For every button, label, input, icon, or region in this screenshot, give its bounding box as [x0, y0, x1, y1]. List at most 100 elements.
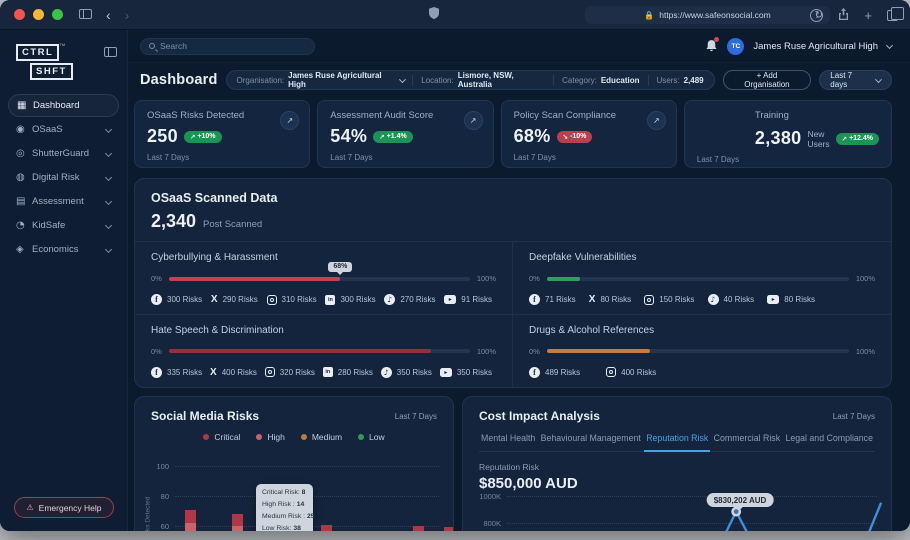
sidebar-item-dashboard[interactable]: ▦ Dashboard [8, 94, 119, 117]
platform-risk-tiktok: ♪ 40 Risks [707, 294, 754, 305]
platform-risk-x: X 80 Risks [588, 294, 632, 305]
cost-tabs: Mental Health Behavioural Management Rep… [479, 433, 875, 452]
sidebar-item-assessment[interactable]: ▤ Assessment [8, 190, 119, 213]
logo-line-2: SHFT [30, 63, 73, 80]
browser-forward-button[interactable]: › [124, 6, 130, 23]
card-value: 54% [330, 126, 368, 146]
platform-risk-instagram: 400 Risks [606, 367, 656, 378]
posts-scanned-label: Post Scanned [203, 219, 263, 230]
category-name: Hate Speech & Discrimination [151, 324, 284, 336]
bar-day-5[interactable] [444, 527, 453, 531]
emergency-help-button[interactable]: ⚠ Emergency Help [14, 497, 114, 518]
bar-day-1[interactable] [185, 510, 196, 531]
progress-fill [546, 349, 650, 353]
progress-track [546, 276, 849, 281]
sidebar-item-osaas[interactable]: ◉ OSaaS [8, 118, 119, 141]
address-bar[interactable]: 🔒 https://www.safeonsocial.com ↻ [585, 6, 830, 24]
browser-chrome: ‹ › 🔒 https://www.safeonsocial.com ↻ ↓ + [0, 0, 910, 30]
x-icon: X [588, 294, 596, 305]
close-window-button[interactable] [14, 9, 25, 20]
card-value-suffix: New Users [807, 128, 830, 149]
platform-risk-facebook: f 300 Risks [151, 294, 202, 305]
trend-badge: ↘ -10% [556, 130, 593, 143]
tab-mental-health[interactable]: Mental Health [481, 433, 536, 443]
emergency-help-label: Emergency Help [38, 502, 102, 513]
osaas-shield-icon: ◉ [16, 124, 25, 135]
instagram-icon [606, 367, 617, 377]
search-field[interactable] [160, 41, 306, 51]
page-title: Dashboard [140, 72, 218, 88]
privacy-shield-icon[interactable] [429, 7, 440, 22]
x-icon: X [210, 366, 217, 378]
trend-badge: ↗ +10% [183, 130, 222, 143]
bar-min-label: 0% [151, 346, 162, 356]
sidebar-item-economics[interactable]: ◈ Economics [8, 238, 119, 261]
open-link-icon[interactable]: ↗ [646, 111, 666, 130]
bar-day-3[interactable] [321, 525, 332, 531]
organisation-value: James Ruse Agricultural High [288, 71, 382, 89]
platform-risk-linkedin: in 280 Risks [322, 367, 373, 378]
legend-high: High [256, 432, 285, 442]
bell-icon[interactable] [705, 37, 720, 53]
chevron-down-icon[interactable] [885, 41, 894, 49]
category-label: Category: [562, 75, 597, 85]
notification-dot [714, 37, 720, 42]
bar-chart-tooltip: Critical Risk: 8 High Risk : 14 Medium R… [256, 484, 315, 531]
organisation-selector[interactable]: Organisation: James Ruse Agricultural Hi… [237, 71, 413, 89]
tab-overview-icon[interactable] [887, 6, 904, 21]
sidebar-item-digital-risk[interactable]: ◍ Digital Risk [8, 166, 119, 189]
economics-icon: ◈ [16, 244, 24, 255]
tab-legal-compliance[interactable]: Legal and Compliance [785, 433, 873, 443]
minimize-window-button[interactable] [33, 9, 44, 20]
browser-back-button[interactable]: ‹ [106, 6, 111, 23]
downloads-icon[interactable]: ↓ [810, 8, 824, 22]
app-topbar: TC James Ruse Agricultural High [128, 30, 910, 63]
card-value: 68% [513, 126, 551, 146]
tab-behavioural-management[interactable]: Behavioural Management [540, 433, 641, 443]
youtube-icon: ▸ [444, 295, 457, 304]
card-period: Last 7 Days [513, 153, 556, 162]
new-tab-icon[interactable]: + [864, 7, 872, 23]
tab-commercial-risk[interactable]: Commercial Risk [713, 433, 781, 443]
osaas-scanned-panel: OSaaS Scanned Data 2,340 Post Scanned Cy… [134, 178, 892, 388]
linkedin-icon: in [322, 367, 333, 377]
category-field: Category: Education [554, 76, 647, 85]
legend-dot [300, 434, 307, 440]
progress-fill [168, 349, 431, 353]
avatar[interactable]: TC [727, 37, 745, 55]
bar-day-4[interactable] [413, 526, 424, 531]
sidebar-collapse-icon[interactable] [104, 44, 117, 62]
card-period: Last 7 Days [147, 153, 190, 162]
open-link-icon[interactable]: ↗ [280, 111, 300, 130]
search-input[interactable] [140, 37, 315, 55]
tiktok-icon: ♪ [380, 366, 392, 378]
chevron-down-icon [104, 149, 113, 158]
zoom-window-button[interactable] [52, 9, 63, 20]
gridline-1000k: 1000K [477, 492, 877, 501]
bar-day-2[interactable] [232, 514, 243, 531]
card-osaas-risks: OSaaS Risks Detected ↗ 250 ↗ +10% Last 7 … [134, 100, 311, 168]
dashboard-grid-icon: ▦ [17, 100, 27, 111]
reputation-risk-value: $850,000 AUD [479, 475, 578, 492]
progress-fill [546, 276, 581, 281]
trend-up-icon: ↗ [379, 132, 385, 141]
scanned-title: OSaaS Scanned Data [151, 191, 278, 205]
cost-line-chart[interactable] [463, 397, 891, 531]
platform-risk-tiktok: ♪ 270 Risks [384, 294, 435, 305]
progress-fill [168, 276, 341, 281]
open-link-icon[interactable]: ↗ [463, 111, 483, 130]
tab-reputation-risk[interactable]: Reputation Risk [644, 433, 711, 452]
bar-max-label: 100% [476, 346, 496, 356]
platform-risk-facebook: f 489 Risks [529, 366, 580, 378]
share-icon[interactable] [838, 7, 849, 23]
category-hate-speech: Hate Speech & Discrimination 0% 100% f 33… [135, 314, 513, 387]
page-header: Dashboard Organisation: James Ruse Agric… [128, 63, 910, 97]
platform-risk-youtube: ▸ 350 Risks [439, 367, 492, 378]
users-label: Users: [656, 75, 680, 85]
date-range-selector[interactable]: Last 7 days [819, 70, 892, 90]
sidebar-item-kidsafe[interactable]: ◔ KidSafe [8, 214, 119, 237]
reputation-risk-label: Reputation Risk [479, 462, 540, 472]
add-organisation-button[interactable]: + Add Organisation [722, 70, 812, 90]
sidebar-item-shutterguard[interactable]: ◎ ShutterGuard [8, 142, 119, 165]
browser-sidebar-toggle-icon[interactable] [79, 8, 92, 22]
